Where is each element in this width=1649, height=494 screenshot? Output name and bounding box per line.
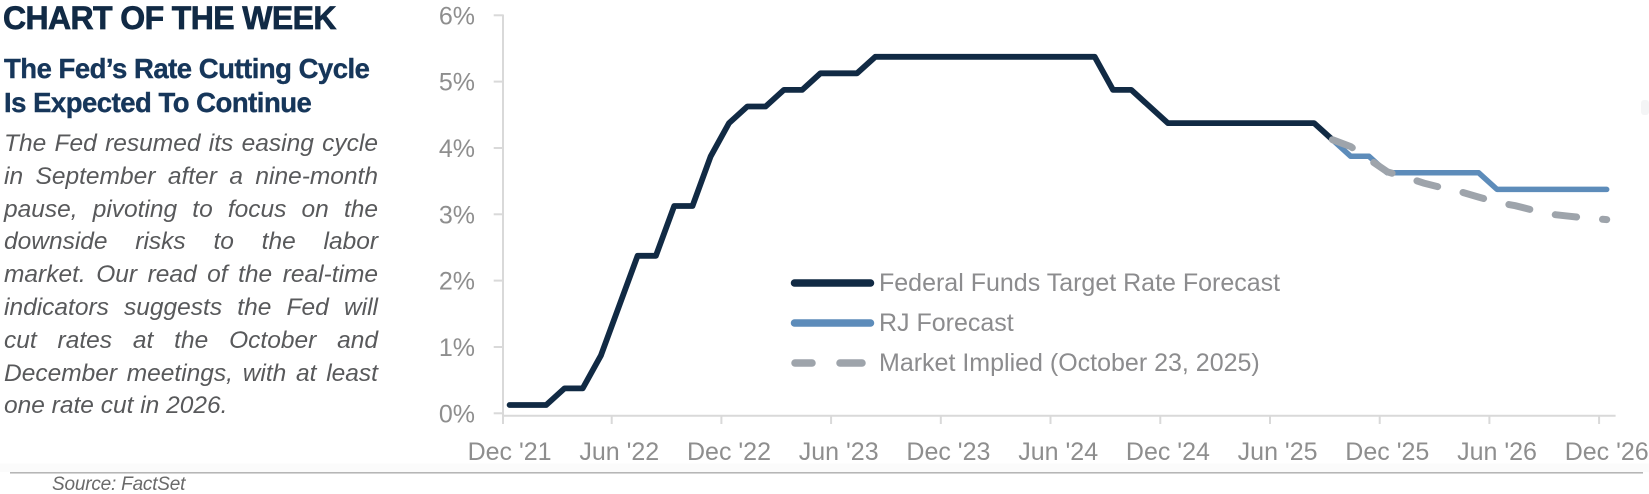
svg-text:Jun '24: Jun '24 [1018, 438, 1098, 466]
svg-text:Dec '23: Dec '23 [906, 438, 990, 466]
svg-text:Dec '22: Dec '22 [687, 438, 771, 466]
svg-text:Market Implied (October 23, 20: Market Implied (October 23, 2025) [879, 349, 1260, 377]
svg-text:Jun '22: Jun '22 [579, 438, 659, 466]
svg-text:Dec '26: Dec '26 [1565, 438, 1649, 466]
svg-text:2%: 2% [439, 268, 475, 296]
svg-text:Dec '21: Dec '21 [468, 438, 552, 466]
svg-text:Jun '25: Jun '25 [1238, 438, 1318, 466]
svg-text:1%: 1% [439, 334, 475, 362]
svg-text:Dec '25: Dec '25 [1345, 438, 1429, 466]
svg-text:Federal Funds Target Rate Fore: Federal Funds Target Rate Forecast [879, 269, 1280, 297]
svg-text:0%: 0% [439, 400, 475, 428]
svg-text:5%: 5% [439, 69, 475, 97]
svg-text:RJ Forecast: RJ Forecast [879, 309, 1014, 337]
svg-text:Dec '24: Dec '24 [1126, 438, 1210, 466]
svg-text:6%: 6% [439, 2, 475, 30]
svg-text:3%: 3% [439, 201, 475, 229]
svg-text:Jun '23: Jun '23 [799, 438, 879, 466]
svg-text:4%: 4% [439, 135, 475, 163]
svg-text:Jun '26: Jun '26 [1457, 438, 1537, 466]
